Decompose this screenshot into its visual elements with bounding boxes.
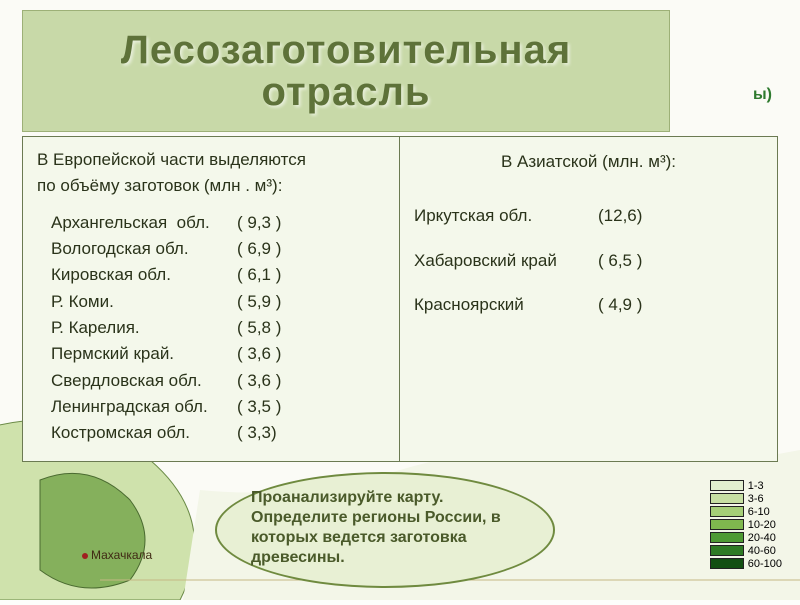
asian-header: В Азиатской (млн. м³): (414, 147, 763, 175)
region-name: Архангельская обл. (51, 210, 231, 236)
region-value: ( 9,3 ) (231, 210, 281, 236)
legend-row: 1-3 (710, 479, 782, 492)
legend-row: 60-100 (710, 557, 782, 570)
table-row: Ленинградская обл.( 3,5 ) (51, 394, 385, 420)
callout-text-1: Проанализируйте карту. (251, 489, 443, 506)
table-row: Вологодская обл.( 6,9 ) (51, 236, 385, 262)
page-title: Лесозаготовительная отрасль (33, 29, 659, 113)
european-column: В Европейской части выделяются по объёму… (23, 137, 400, 461)
table-row: Кировская обл.( 6,1 ) (51, 262, 385, 288)
region-name: Красноярский (414, 292, 592, 318)
european-header-line1: В Европейской части выделяются (37, 147, 385, 173)
region-name: Ленинградская обл. (51, 394, 231, 420)
region-value: ( 4,9 ) (592, 292, 642, 318)
region-name: Кировская обл. (51, 262, 231, 288)
region-name: Пермский край. (51, 341, 231, 367)
legend-swatch (710, 558, 744, 569)
legend-label: 6-10 (748, 506, 770, 518)
legend-swatch (710, 506, 744, 517)
legend-swatch (710, 493, 744, 504)
table-row: Хабаровский край( 6,5 ) (414, 248, 763, 274)
region-value: (12,6) (592, 203, 642, 229)
legend-label: 40-60 (748, 545, 776, 557)
table-row: Р. Коми.( 5,9 ) (51, 289, 385, 315)
legend-label: 1-3 (748, 480, 764, 492)
region-name: Р. Коми. (51, 289, 231, 315)
city-dot-icon (82, 553, 88, 559)
table-row: Красноярский( 4,9 ) (414, 292, 763, 318)
city-label: Махачкала (82, 548, 152, 562)
asian-column: В Азиатской (млн. м³): Иркутская обл.(12… (400, 137, 777, 461)
table-row: Свердловская обл.( 3,6 ) (51, 368, 385, 394)
region-value: ( 3,6 ) (231, 368, 281, 394)
region-name: Костромская обл. (51, 420, 231, 446)
table-row: Иркутская обл.(12,6) (414, 203, 763, 229)
table-row: Костромская обл.( 3,3) (51, 420, 385, 446)
legend-label: 3-6 (748, 493, 764, 505)
region-value: ( 3,6 ) (231, 341, 281, 367)
data-panel: В Европейской части выделяются по объёму… (22, 136, 778, 462)
legend-label: 60-100 (748, 558, 782, 570)
region-value: ( 6,9 ) (231, 236, 281, 262)
region-value: ( 6,5 ) (592, 248, 642, 274)
legend-row: 20-40 (710, 531, 782, 544)
european-header-line2: по объёму заготовок (млн . м³): (37, 173, 385, 199)
european-rows: Архангельская обл.( 9,3 )Вологодская обл… (37, 210, 385, 447)
legend-row: 6-10 (710, 505, 782, 518)
region-value: ( 3,3) (231, 420, 277, 446)
table-row: Р. Карелия.( 5,8 ) (51, 315, 385, 341)
region-name: Р. Карелия. (51, 315, 231, 341)
legend-swatch (710, 519, 744, 530)
legend-row: 10-20 (710, 518, 782, 531)
region-name: Вологодская обл. (51, 236, 231, 262)
region-name: Свердловская обл. (51, 368, 231, 394)
legend-label: 20-40 (748, 532, 776, 544)
table-row: Пермский край.( 3,6 ) (51, 341, 385, 367)
legend-label: 10-20 (748, 519, 776, 531)
european-header: В Европейской части выделяются по объёму… (37, 147, 385, 200)
task-callout: Проанализируйте карту. Определите регион… (215, 472, 555, 588)
legend-row: 40-60 (710, 544, 782, 557)
region-name: Хабаровский край (414, 248, 592, 274)
table-row: Архангельская обл.( 9,3 ) (51, 210, 385, 236)
callout-text-2: Определите регионы России, в которых вед… (251, 509, 501, 566)
region-value: ( 5,9 ) (231, 289, 281, 315)
legend-row: 3-6 (710, 492, 782, 505)
region-value: ( 6,1 ) (231, 262, 281, 288)
map-legend: 1-33-66-1010-2020-4040-6060-100 (710, 479, 782, 570)
legend-swatch (710, 532, 744, 543)
region-value: ( 3,5 ) (231, 394, 281, 420)
region-value: ( 5,8 ) (231, 315, 281, 341)
region-name: Иркутская обл. (414, 203, 592, 229)
legend-swatch (710, 480, 744, 491)
city-name: Махачкала (91, 548, 152, 562)
title-panel: Лесозаготовительная отрасль (22, 10, 670, 132)
legend-swatch (710, 545, 744, 556)
partial-header-text: ы) (753, 86, 772, 104)
asian-rows: Иркутская обл.(12,6)Хабаровский край( 6,… (414, 203, 763, 318)
